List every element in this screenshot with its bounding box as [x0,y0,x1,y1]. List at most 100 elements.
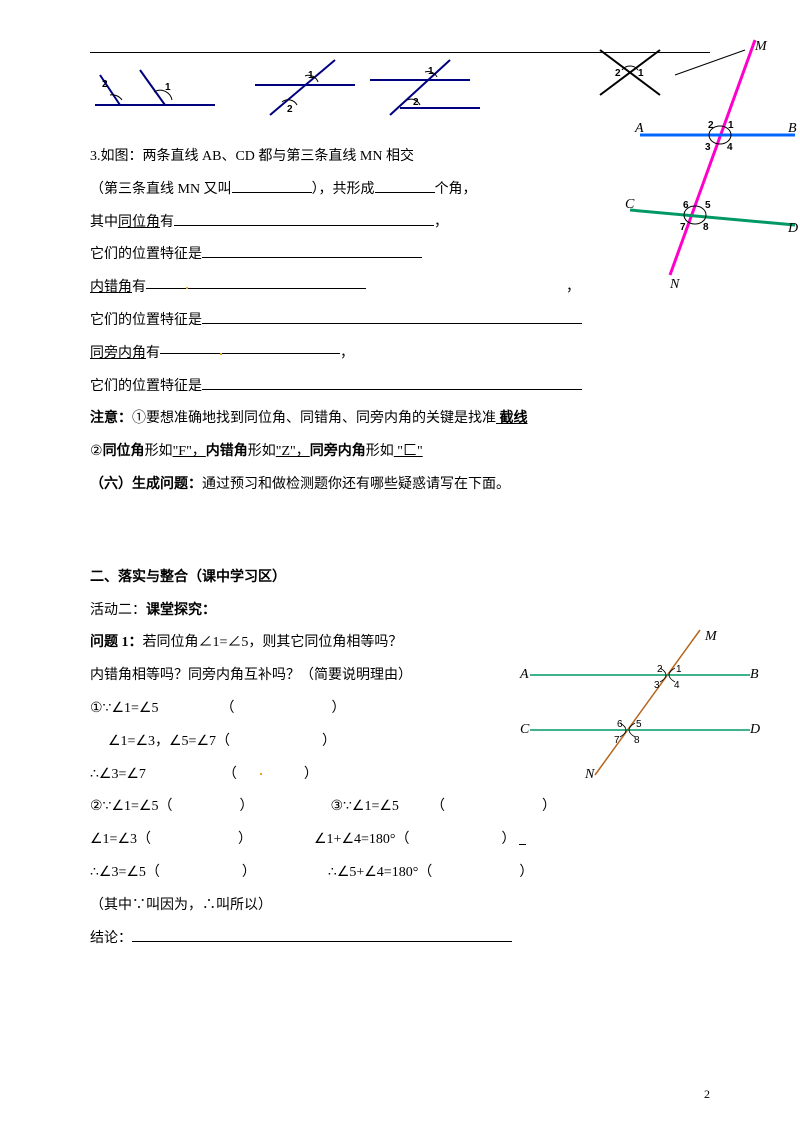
svg-text:N: N [584,767,595,782]
t: （ [431,799,445,814]
big-diagram: 2 1 M N A B C D 1 2 3 4 5 6 7 8 [590,40,800,290]
t: 内错角 [206,444,248,459]
t: 通过预习和做检测题你还有哪些疑惑请写在下面。 [202,477,510,492]
svg-text:D: D [749,722,760,737]
t: ∴∠3=∠5（ [90,865,160,880]
t: 有 [146,346,160,361]
blank [232,177,312,192]
svg-text:7: 7 [680,222,686,233]
t: ） [331,701,345,716]
t: 结论： [90,931,132,946]
blank [160,339,340,354]
t: ∠1+∠4=180°（ [314,832,410,847]
t: ∠1=∠3（ [90,832,151,847]
t [519,832,526,847]
t: 同旁内角 [310,444,366,459]
t: 形如 [366,444,394,459]
q3-l2c: 个角， [435,182,477,197]
svg-text:N: N [669,277,680,292]
svg-text:7: 7 [614,735,620,746]
proof-5: ∠1=∠3（ ） ∠1+∠4=180°（ ） [90,825,710,856]
t: 其中 [90,215,118,230]
svg-text:2: 2 [413,97,419,108]
blank [202,243,422,258]
svg-text:A: A [634,121,644,136]
t: 有 [160,215,174,230]
blank [202,309,582,324]
svg-text:1: 1 [308,70,314,81]
t: 它们的位置特征是 [90,379,202,394]
t: ） [502,832,516,847]
svg-text:1: 1 [638,68,644,79]
t: 注意： [90,411,132,426]
t: ②∵∠1=∠5（ [90,799,172,814]
svg-text:1: 1 [728,120,734,131]
t: ①∵∠1=∠5 [90,701,158,716]
svg-text:M: M [704,629,718,644]
t: ， [434,215,448,230]
t: 若同位角∠1=∠5，则其它同位角相等吗？ [143,635,403,650]
t: ） [519,865,533,880]
svg-text:2: 2 [708,120,714,131]
svg-text:5: 5 [705,200,711,211]
t: 有 [132,280,146,295]
proof-7: （其中∵叫因为，∴叫所以） [90,891,710,922]
svg-text:2: 2 [615,68,621,79]
diagram-small-2: 1 2 [250,60,360,120]
svg-text:D: D [787,221,798,236]
proof-6: ∴∠3=∠5（ ） ∴∠5+∠4=180°（ ） [90,858,710,889]
t: 问题 1： [90,635,143,650]
t: 它们的位置特征是 [90,313,202,328]
t: ） [242,865,256,880]
t: 同位角 [118,215,160,230]
svg-text:1: 1 [676,664,682,675]
page-number: 2 [704,1081,710,1107]
t: ） [322,734,336,749]
svg-text:C: C [625,197,635,212]
t: （六）生成问题： [90,477,202,492]
svg-text:4: 4 [727,142,733,153]
svg-text:1: 1 [165,82,171,93]
q3-pos2: 它们的位置特征是 [90,306,710,337]
note2: ②同位角形如"F"，内错角形如"Z"，同旁内角形如 "匚" [90,437,710,468]
svg-text:3: 3 [705,142,711,153]
mid-diagram: M N A B C D 1 2 3 4 5 6 7 8 [500,630,760,780]
svg-text:4: 4 [674,680,680,691]
t: ， [566,280,580,295]
svg-text:2: 2 [657,664,663,675]
sec2-title: 二、落实与整合（课中学习区） [90,563,710,594]
t: （ [223,767,237,782]
t: ①要想准确地找到同位角、同错角、同旁内角的关键是找准 [132,411,496,426]
t: ） [304,767,318,782]
svg-text:B: B [750,667,759,682]
q3-l2b: ），共形成 [312,182,375,197]
svg-text:2: 2 [287,104,293,115]
blank [146,273,366,288]
t: 内错角 [90,280,132,295]
svg-text:3: 3 [654,680,660,691]
note1: 注意：①要想准确地找到同位角、同错角、同旁内角的关键是找准 截线 [90,404,710,435]
sec2-act: 活动二：课堂探究： [90,596,710,627]
blank [132,926,512,941]
t: 形如 [145,444,173,459]
svg-text:6: 6 [617,719,623,730]
q3-tongpang: 同旁内角有， [90,339,710,370]
svg-text:5: 5 [636,719,642,730]
t: （ [220,701,234,716]
t: 它们的位置特征是 [90,247,202,262]
q3-l2a: （第三条直线 MN 又叫 [90,182,232,197]
svg-text:1: 1 [428,66,434,77]
svg-text:C: C [520,722,530,737]
svg-text:8: 8 [703,222,709,233]
t: ∴∠5+∠4=180°（ [328,865,432,880]
q3-pos3: 它们的位置特征是 [90,372,710,403]
t: 课堂探究： [146,603,216,618]
t: 活动二： [90,603,146,618]
six: （六）生成问题：通过预习和做检测题你还有哪些疑惑请写在下面。 [90,470,710,501]
svg-text:2: 2 [102,79,108,90]
t: ） [542,799,556,814]
t: ③∵∠1=∠5 [330,799,398,814]
svg-text:A: A [519,667,529,682]
svg-text:B: B [788,121,797,136]
diagram-small-3: 1 2 [365,60,485,120]
